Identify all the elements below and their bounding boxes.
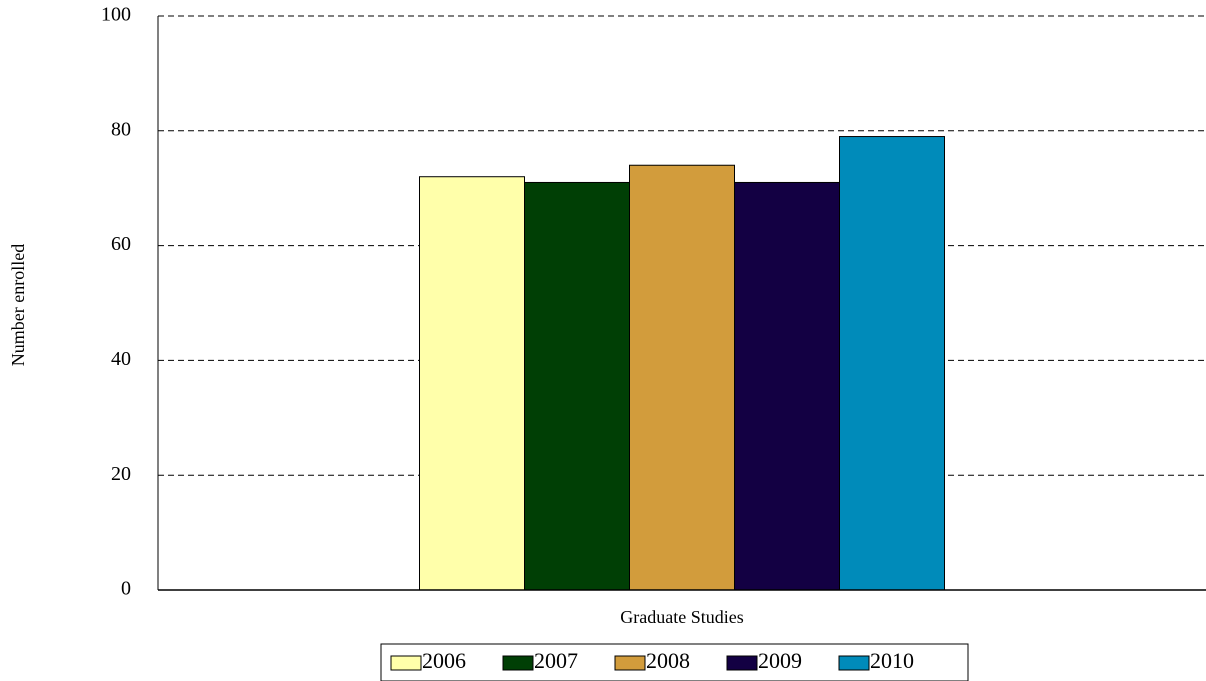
y-tick-labels: 0 20 40 60 80 100 (101, 4, 131, 600)
bar-2007 (524, 181, 630, 591)
y-axis-title: Number enrolled (8, 244, 28, 366)
y-tick-label-100: 100 (101, 4, 131, 26)
y-tick-label-80: 80 (111, 118, 131, 140)
legend-label-2009: 2009 (758, 648, 802, 673)
axes (157, 16, 1206, 591)
legend-label-2008: 2008 (646, 648, 690, 673)
bar-2008 (629, 164, 735, 591)
bar-2009 (734, 181, 840, 591)
legend-label-2006: 2006 (422, 648, 466, 673)
x-category-labels: Graduate Studies (620, 607, 743, 627)
y-tick-label-40: 40 (111, 348, 131, 370)
y-tick-label-20: 20 (111, 463, 131, 485)
legend: 2006 2007 2008 2009 2010 (380, 643, 969, 681)
legend-swatch-2007 (502, 655, 534, 671)
y-tick-label-0: 0 (121, 578, 131, 600)
legend-box (380, 643, 969, 681)
legend-swatch-2006 (390, 655, 422, 671)
bar-2006 (419, 176, 525, 591)
bar-2010 (839, 136, 945, 591)
y-tick-label-60: 60 (111, 233, 131, 255)
bars (419, 136, 945, 591)
legend-swatch-2009 (726, 655, 758, 671)
legend-swatch-2008 (614, 655, 646, 671)
legend-swatch-2010 (838, 655, 870, 671)
legend-label-2010: 2010 (870, 648, 914, 673)
x-category-label: Graduate Studies (620, 607, 743, 627)
legend-label-2007: 2007 (534, 648, 578, 673)
